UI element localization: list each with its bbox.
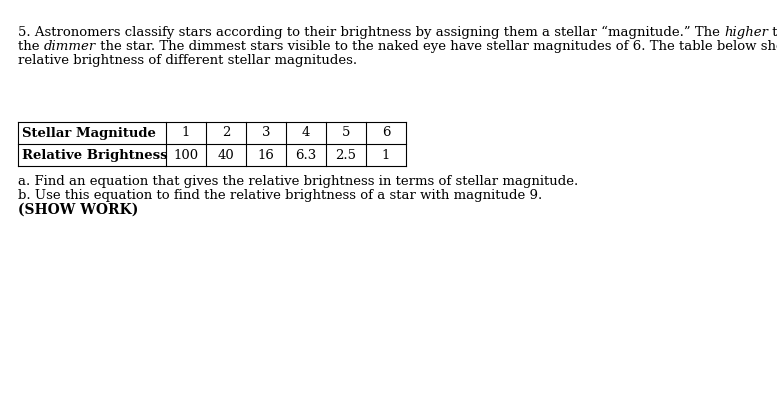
Text: 2: 2: [221, 126, 230, 139]
Text: Relative Brightness: Relative Brightness: [22, 149, 168, 162]
Text: 3: 3: [262, 126, 270, 139]
Text: the: the: [18, 40, 44, 53]
Text: 5: 5: [342, 126, 350, 139]
Text: 100: 100: [173, 149, 199, 162]
Text: 5. Astronomers classify stars according to their brightness by assigning them a : 5. Astronomers classify stars according …: [18, 26, 724, 39]
Text: 4: 4: [301, 126, 310, 139]
Text: relative brightness of different stellar magnitudes.: relative brightness of different stellar…: [18, 54, 357, 67]
Text: 6.3: 6.3: [295, 149, 316, 162]
Text: 1: 1: [382, 149, 390, 162]
Text: the magnitude: the magnitude: [768, 26, 777, 39]
Text: 40: 40: [218, 149, 235, 162]
Text: a. Find an equation that gives the relative brightness in terms of stellar magni: a. Find an equation that gives the relat…: [18, 175, 578, 188]
Text: Stellar Magnitude: Stellar Magnitude: [22, 126, 156, 139]
Text: higher: higher: [724, 26, 768, 39]
Text: (SHOW WORK): (SHOW WORK): [18, 203, 138, 217]
Text: 16: 16: [257, 149, 274, 162]
Text: 1: 1: [182, 126, 190, 139]
Text: b. Use this equation to find the relative brightness of a star with magnitude 9.: b. Use this equation to find the relativ…: [18, 189, 542, 202]
Text: 2.5: 2.5: [336, 149, 357, 162]
Text: dimmer: dimmer: [44, 40, 96, 53]
Text: 6: 6: [382, 126, 390, 139]
Text: the star. The dimmest stars visible to the naked eye have stellar magnitudes of : the star. The dimmest stars visible to t…: [96, 40, 777, 53]
